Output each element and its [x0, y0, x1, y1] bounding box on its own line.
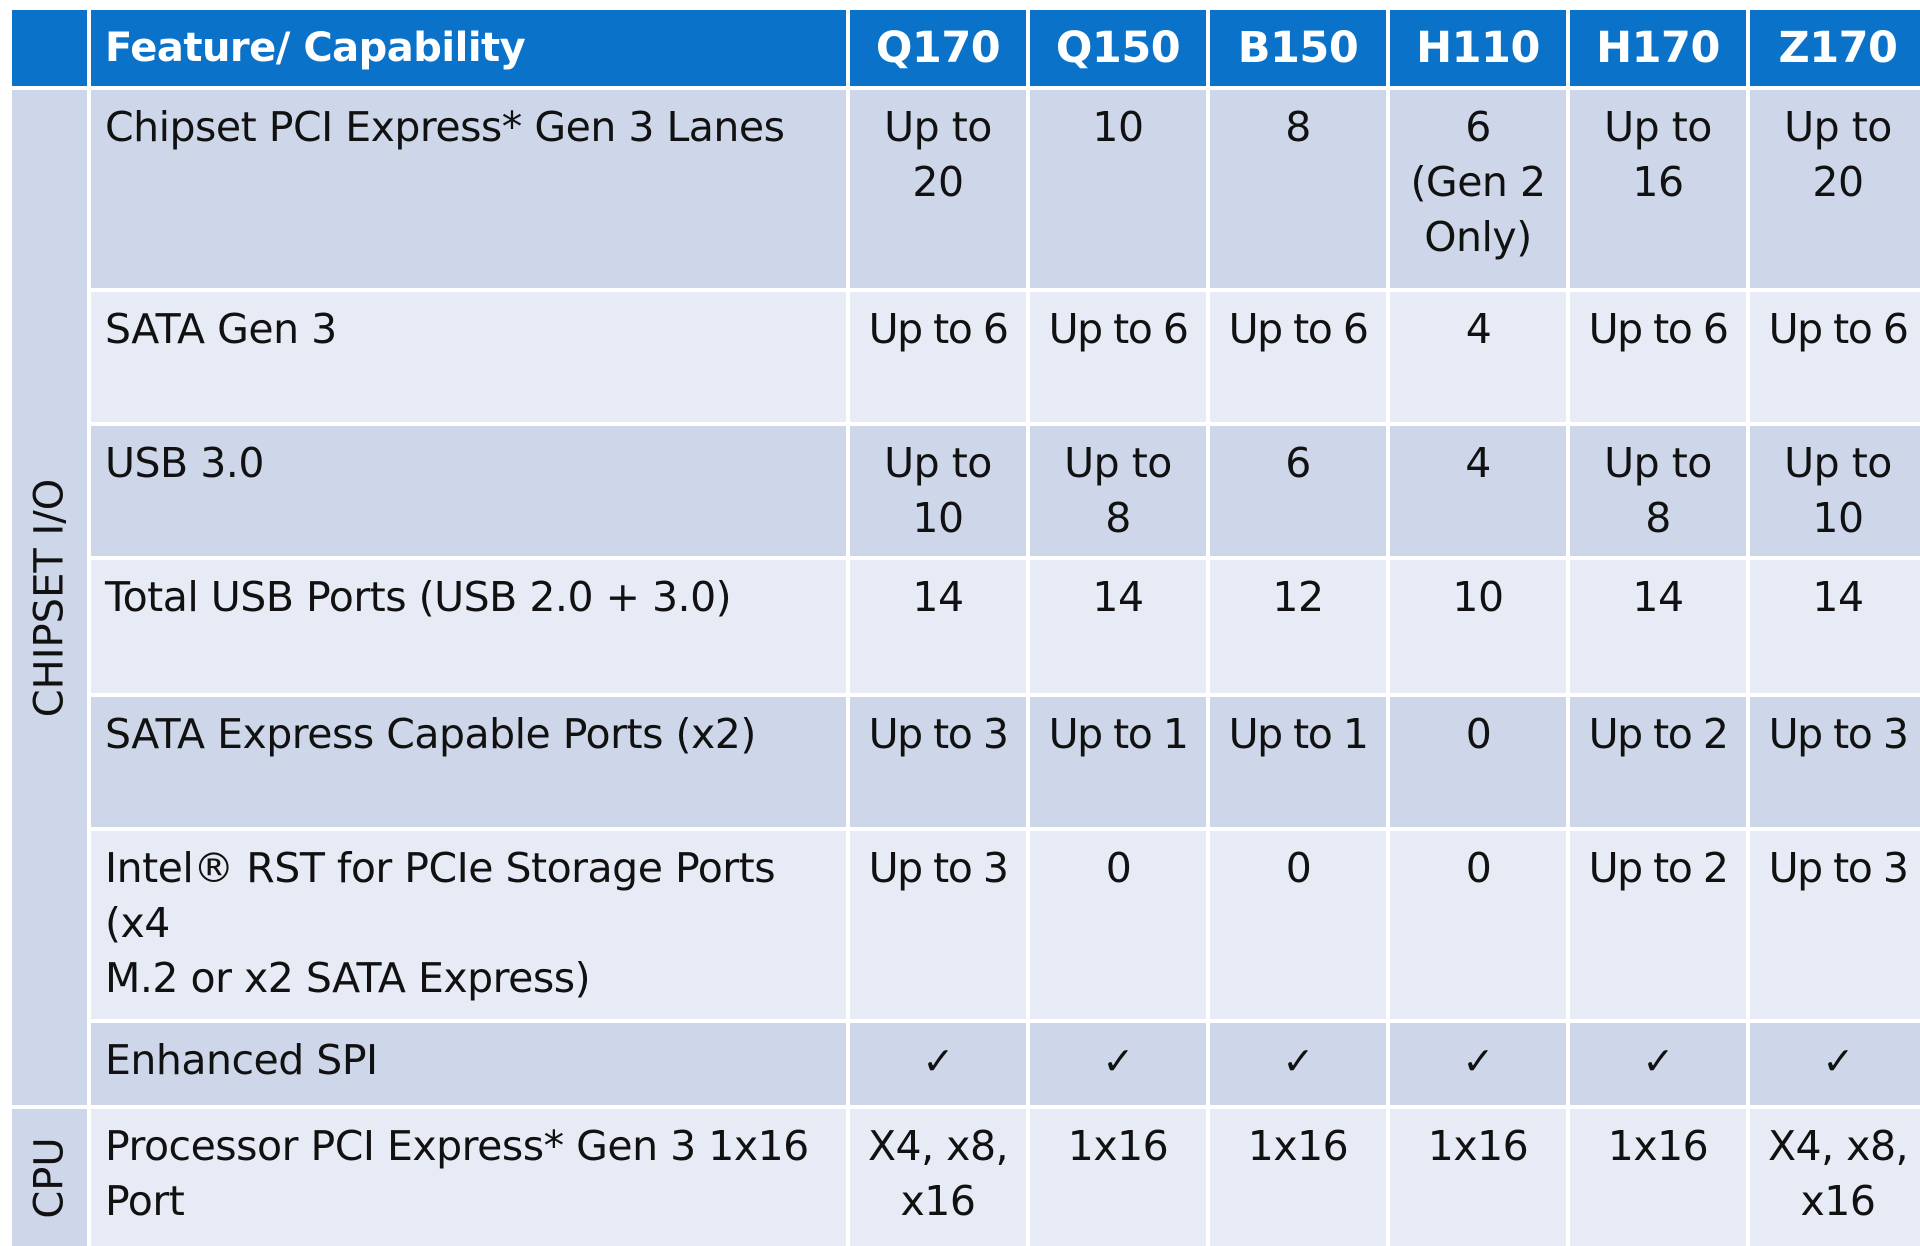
cell-rst-pcie-q170: Up to 3	[850, 831, 1026, 1019]
row-label-usb30: USB 3.0	[91, 426, 846, 556]
cell-enhanced-spi-q170: ✓	[850, 1023, 1026, 1105]
cell-pcie-lanes-q150: 10	[1030, 90, 1206, 288]
cell-usb30-q170: Up to 10	[850, 426, 1026, 556]
cell-cpu-pcie-b150: 1x16	[1210, 1109, 1386, 1246]
row-label-rst-pcie: Intel® RST for PCIe Storage Ports (x4 M.…	[91, 831, 846, 1019]
cell-enhanced-spi-z170: ✓	[1750, 1023, 1920, 1105]
cell-cpu-pcie-h170: 1x16	[1570, 1109, 1746, 1246]
check-icon: ✓	[1102, 1039, 1134, 1083]
cell-total-usb-h110: 10	[1390, 560, 1566, 693]
cell-sata-express-q170: Up to 3	[850, 697, 1026, 827]
header-chipset-q170: Q170	[850, 10, 1026, 86]
cell-total-usb-b150: 12	[1210, 560, 1386, 693]
group-cpu: CPU	[12, 1109, 87, 1246]
cell-enhanced-spi-b150: ✓	[1210, 1023, 1386, 1105]
group-chipset-io: CHIPSET I/O	[12, 90, 87, 1105]
header-feature-label: Feature/ Capability	[91, 10, 846, 86]
cell-rst-pcie-b150: 0	[1210, 831, 1386, 1019]
cell-sata-gen3-b150: Up to 6	[1210, 292, 1386, 422]
cell-total-usb-q150: 14	[1030, 560, 1206, 693]
check-icon: ✓	[1462, 1039, 1494, 1083]
cell-sata-gen3-q150: Up to 6	[1030, 292, 1206, 422]
cell-sata-gen3-h170: Up to 6	[1570, 292, 1746, 422]
cell-sata-express-b150: Up to 1	[1210, 697, 1386, 827]
check-icon: ✓	[1822, 1039, 1854, 1083]
cell-total-usb-z170: 14	[1750, 560, 1920, 693]
cell-rst-pcie-q150: 0	[1030, 831, 1206, 1019]
cell-rst-pcie-z170: Up to 3	[1750, 831, 1920, 1019]
cell-pcie-lanes-z170: Up to 20	[1750, 90, 1920, 288]
row-label-cpu-pcie: Processor PCI Express* Gen 3 1x16 Port	[91, 1109, 846, 1246]
cell-sata-express-z170: Up to 3	[1750, 697, 1920, 827]
cell-usb30-b150: 6	[1210, 426, 1386, 556]
chipset-comparison-table: Feature/ Capability Q170 Q150 B150 H110 …	[12, 10, 1920, 1246]
cell-cpu-pcie-q170: X4, x8, x16	[850, 1109, 1026, 1246]
header-chipset-q150: Q150	[1030, 10, 1206, 86]
cell-usb30-h110: 4	[1390, 426, 1566, 556]
header-chipset-b150: B150	[1210, 10, 1386, 86]
cell-usb30-q150: Up to 8	[1030, 426, 1206, 556]
cell-rst-pcie-h110: 0	[1390, 831, 1566, 1019]
cell-cpu-pcie-q150: 1x16	[1030, 1109, 1206, 1246]
cell-enhanced-spi-h170: ✓	[1570, 1023, 1746, 1105]
group-chipset-io-label: CHIPSET I/O	[26, 478, 72, 717]
row-label-enhanced-spi: Enhanced SPI	[91, 1023, 846, 1105]
cell-sata-gen3-h110: 4	[1390, 292, 1566, 422]
cell-sata-express-h170: Up to 2	[1570, 697, 1746, 827]
cell-sata-gen3-z170: Up to 6	[1750, 292, 1920, 422]
check-icon: ✓	[1642, 1039, 1674, 1083]
header-corner	[12, 10, 87, 86]
cell-rst-pcie-h170: Up to 2	[1570, 831, 1746, 1019]
cell-pcie-lanes-q170: Up to 20	[850, 90, 1026, 288]
header-chipset-h170: H170	[1570, 10, 1746, 86]
cell-pcie-lanes-h110: 6 (Gen 2 Only)	[1390, 90, 1566, 288]
cell-usb30-h170: Up to 8	[1570, 426, 1746, 556]
cell-cpu-pcie-z170: X4, x8, x16	[1750, 1109, 1920, 1246]
cell-pcie-lanes-h170: Up to 16	[1570, 90, 1746, 288]
cell-cpu-pcie-h110: 1x16	[1390, 1109, 1566, 1246]
cell-sata-express-h110: 0	[1390, 697, 1566, 827]
cell-sata-gen3-q170: Up to 6	[850, 292, 1026, 422]
row-label-total-usb: Total USB Ports (USB 2.0 + 3.0)	[91, 560, 846, 693]
header-chipset-z170: Z170	[1750, 10, 1920, 86]
cell-enhanced-spi-h110: ✓	[1390, 1023, 1566, 1105]
cell-total-usb-q170: 14	[850, 560, 1026, 693]
cell-usb30-z170: Up to 10	[1750, 426, 1920, 556]
header-chipset-h110: H110	[1390, 10, 1566, 86]
row-label-sata-express: SATA Express Capable Ports (x2)	[91, 697, 846, 827]
group-cpu-label: CPU	[26, 1136, 72, 1219]
check-icon: ✓	[922, 1039, 954, 1083]
check-icon: ✓	[1282, 1039, 1314, 1083]
cell-pcie-lanes-b150: 8	[1210, 90, 1386, 288]
cell-sata-express-q150: Up to 1	[1030, 697, 1206, 827]
row-label-pcie-lanes: Chipset PCI Express* Gen 3 Lanes	[91, 90, 846, 288]
row-label-sata-gen3: SATA Gen 3	[91, 292, 846, 422]
cell-total-usb-h170: 14	[1570, 560, 1746, 693]
cell-enhanced-spi-q150: ✓	[1030, 1023, 1206, 1105]
